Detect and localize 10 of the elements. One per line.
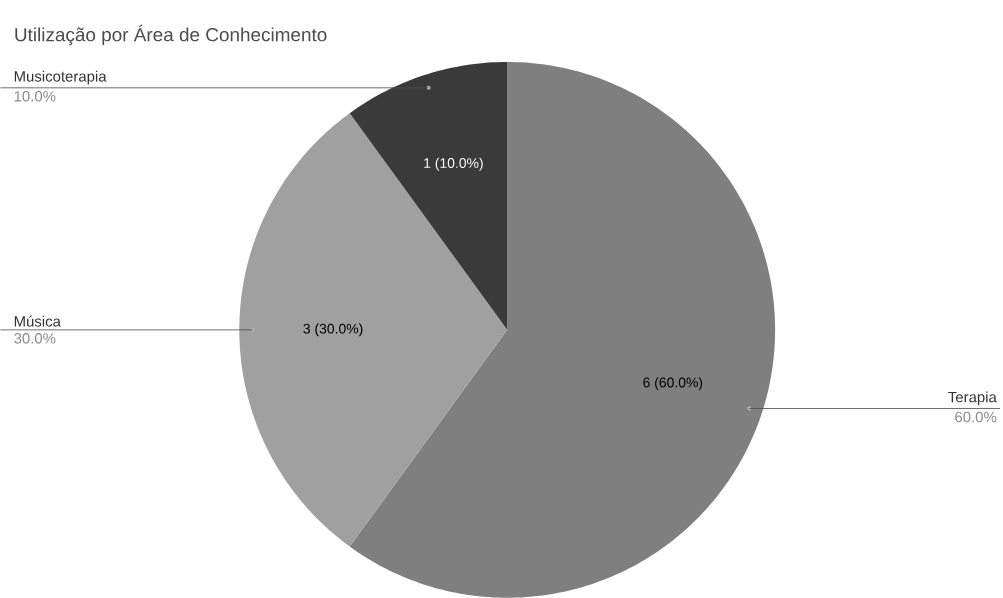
chart-title: Utilização por Área de Conhecimento bbox=[15, 24, 327, 46]
slice-label: Terapia bbox=[948, 391, 997, 406]
text: 30.0% bbox=[14, 333, 56, 344]
data-label: 3 (30.0%) bbox=[303, 323, 363, 337]
data-label: 6 (60.0%) bbox=[643, 377, 703, 391]
slice-label: Musicoterapia bbox=[14, 70, 107, 85]
text: 60.0% bbox=[955, 411, 997, 423]
text: 10.0% bbox=[14, 91, 56, 102]
data-label: 1 (10.0%) bbox=[424, 157, 483, 171]
slice-label: Música bbox=[14, 315, 61, 327]
